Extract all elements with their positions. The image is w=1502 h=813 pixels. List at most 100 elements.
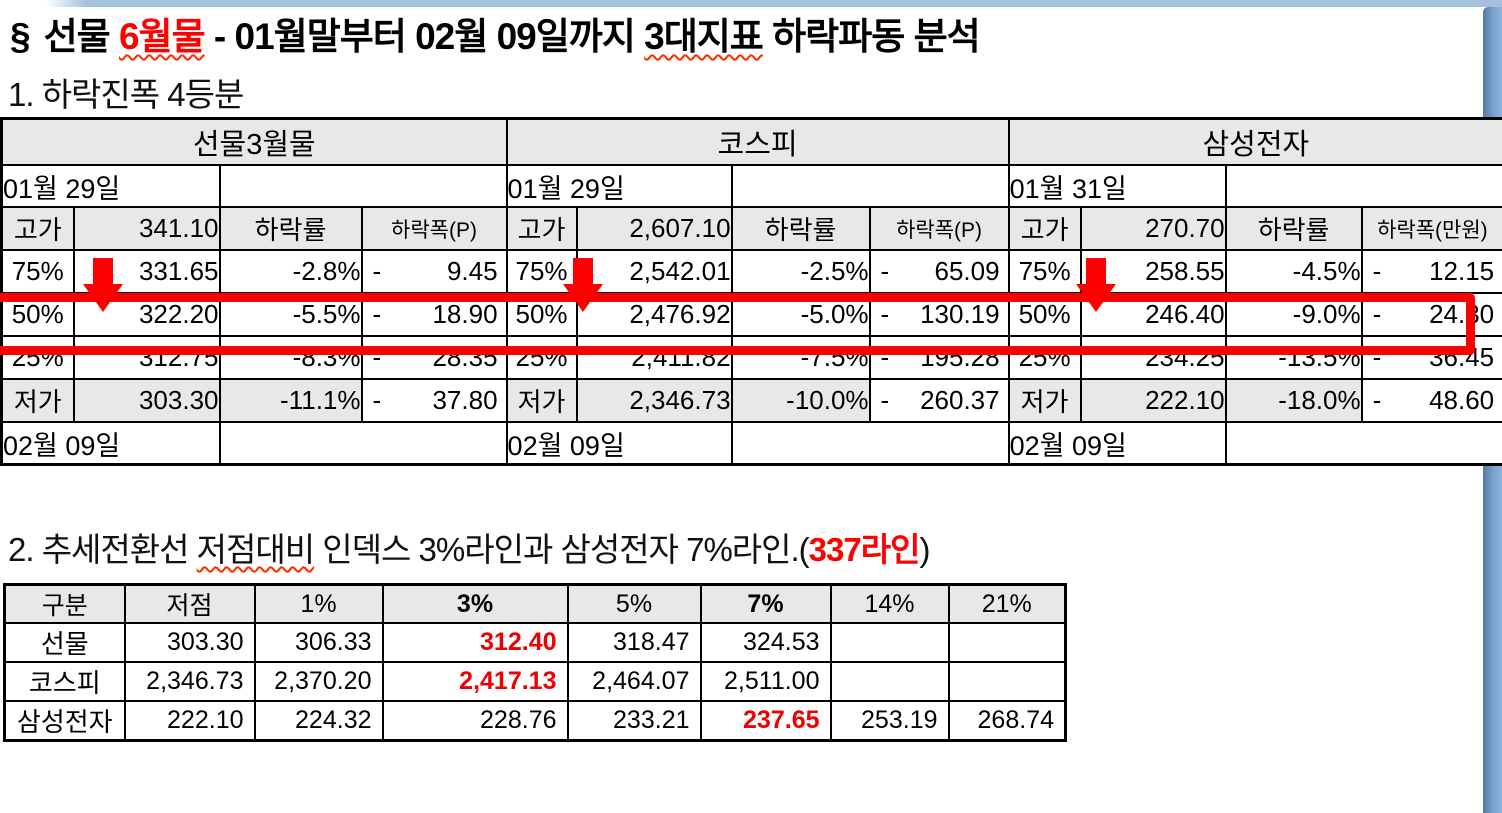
title-part3: 하락파동 분석 [762,16,981,57]
cell-value: 2,511.00 [699,661,832,702]
start-date-kospi: 01월 29일 [505,164,733,208]
table2-header-row: 구분 저점 1% 3% 5% 7% 14% 21% [3,583,1067,624]
drop-amount: - 12.15 [1360,249,1502,294]
trend-line-table: 구분 저점 1% 3% 5% 7% 14% 21% 선물 303.30 306.… [3,583,1067,742]
quartile-label: 75% [1007,249,1082,294]
drop-number: 260.37 [920,385,1000,415]
cell-value: 253.19 [829,700,950,742]
red-down-arrow-futures [83,258,123,312]
arrow-shaft [573,258,593,284]
drop-amount: - 37.80 [360,378,508,423]
col-header-low: 저점 [123,583,256,624]
slide-border-top [46,0,1502,7]
table-row-start-dates: 01월 29일 01월 29일 01월 31일 [0,164,1502,208]
low-value: 2,346.73 [575,378,733,423]
cell-value: 224.32 [253,700,384,742]
heading2-part1: 2. 추세전환선 [8,531,197,568]
heading-quartile: 1. 하락진폭 4등분 [8,76,244,113]
drop-rate: -4.5% [1224,249,1363,294]
cell-value: 306.33 [253,622,384,663]
cell-value: 2,346.73 [123,661,256,702]
drop-rate: -18.0% [1224,378,1363,423]
title-part2: - 01월말부터 02월 09일까지 [204,16,645,57]
high-value: 270.70 [1079,206,1227,251]
minus-sign: - [372,342,382,372]
high-label: 고가 [1007,206,1082,251]
red-down-arrow-samsung [1076,258,1116,312]
col-header-3pct: 3% [381,583,569,624]
empty-cell [218,164,508,208]
cell-value-highlighted: 237.65 [699,700,832,742]
cell-value: 303.30 [123,622,256,663]
empty-cell [829,622,950,663]
empty-cell [730,164,1010,208]
arrow-shaft [1086,258,1106,284]
minus-sign: - [880,299,890,329]
arrow-shaft [93,258,113,284]
empty-cell [730,421,1010,466]
high-label: 고가 [505,206,578,251]
cell-value-highlighted: 2,417.13 [381,661,569,702]
drop-header: 하락폭(P) [360,206,508,251]
cell-value: 318.47 [566,622,702,663]
cell-value-highlighted: 312.40 [381,622,569,663]
table-row-low: 저가 303.30 -11.1% - 37.80 저가 2,346.73 -10.… [0,378,1502,423]
drop-rate: -11.1% [218,378,363,423]
heading2-highlight-337: 337라인 [808,531,921,568]
minus-sign: - [372,385,382,415]
table-row-section-titles: 선물3월물 코스피 삼성전자 [0,117,1502,166]
drop-number: 12.15 [1429,256,1495,286]
heading2-underlined-term: 저점대비 [196,531,315,568]
section-title-kospi: 코스피 [505,117,1010,166]
low-value: 303.30 [72,378,221,423]
high-value: 341.10 [72,206,221,251]
minus-sign: - [1372,299,1382,329]
col-header-5pct: 5% [566,583,702,624]
col-header-1pct: 1% [253,583,384,624]
minus-sign: - [1372,256,1382,286]
cell-value: 222.10 [123,700,256,742]
col-header-category: 구분 [3,583,126,624]
drop-number: 9.45 [446,256,498,286]
drop-number: 65.09 [934,256,1000,286]
minus-sign: - [880,256,890,286]
arrow-head [563,284,603,312]
heading2-part2: 인덱스 3%라인과 삼성전자 7%라인.( [314,531,809,568]
quartile-value: 2,411.82 [575,335,733,380]
heading-337-line: 2. 추세전환선 저점대비 인덱스 3%라인과 삼성전자 7%라인.(337라인… [8,523,930,571]
minus-sign: - [1372,385,1382,415]
quartile-label: 75% [0,249,75,294]
drop-number: 48.60 [1429,385,1495,415]
quartile-table: 선물3월물 코스피 삼성전자 01월 29일 01월 29일 01월 31일 고… [0,117,1502,466]
section-title-futures: 선물3월물 [0,117,508,166]
minus-sign: - [372,256,382,286]
minus-sign: - [880,385,890,415]
table-row-high: 고가 341.10 하락률 하락폭(P) 고가 2,607.10 하락률 하락폭… [0,206,1502,251]
drop-amount: - 9.45 [360,249,508,294]
high-label: 고가 [0,206,75,251]
empty-cell [947,661,1067,702]
table2-row-futures: 선물 303.30 306.33 312.40 318.47 324.53 [3,622,1067,663]
low-value: 222.10 [1079,378,1227,423]
end-date-futures: 02월 09일 [0,421,221,466]
col-header-7pct: 7% [699,583,832,624]
table2-row-kospi: 코스피 2,346.73 2,370.20 2,417.13 2,464.07 … [3,661,1067,702]
end-date-samsung: 02월 09일 [1007,421,1227,466]
drop-number: 18.90 [432,299,498,329]
col-header-14pct: 14% [829,583,950,624]
drop-rate: -10.0% [730,378,871,423]
cell-value: 233.21 [566,700,702,742]
drop-amount: - 65.09 [868,249,1010,294]
empty-cell [218,421,508,466]
low-label: 저가 [1007,378,1082,423]
drop-amount: - 48.60 [1360,378,1502,423]
drop-amount: -36.45 [1360,335,1502,380]
drop-number: 24.30 [1429,299,1495,329]
table-row-75pct: 75% 331.65 -2.8% -9.45 75% 2,542.01 -2.5… [0,249,1502,294]
drop-rate: -2.8% [218,249,363,294]
drop-header: 하락폭(P) [868,206,1010,251]
end-date-kospi: 02월 09일 [505,421,733,466]
table-row-end-dates: 02월 09일 02월 09일 02월 09일 [0,421,1502,466]
quartile-value: 312.75 [72,335,221,380]
empty-cell [947,622,1067,663]
